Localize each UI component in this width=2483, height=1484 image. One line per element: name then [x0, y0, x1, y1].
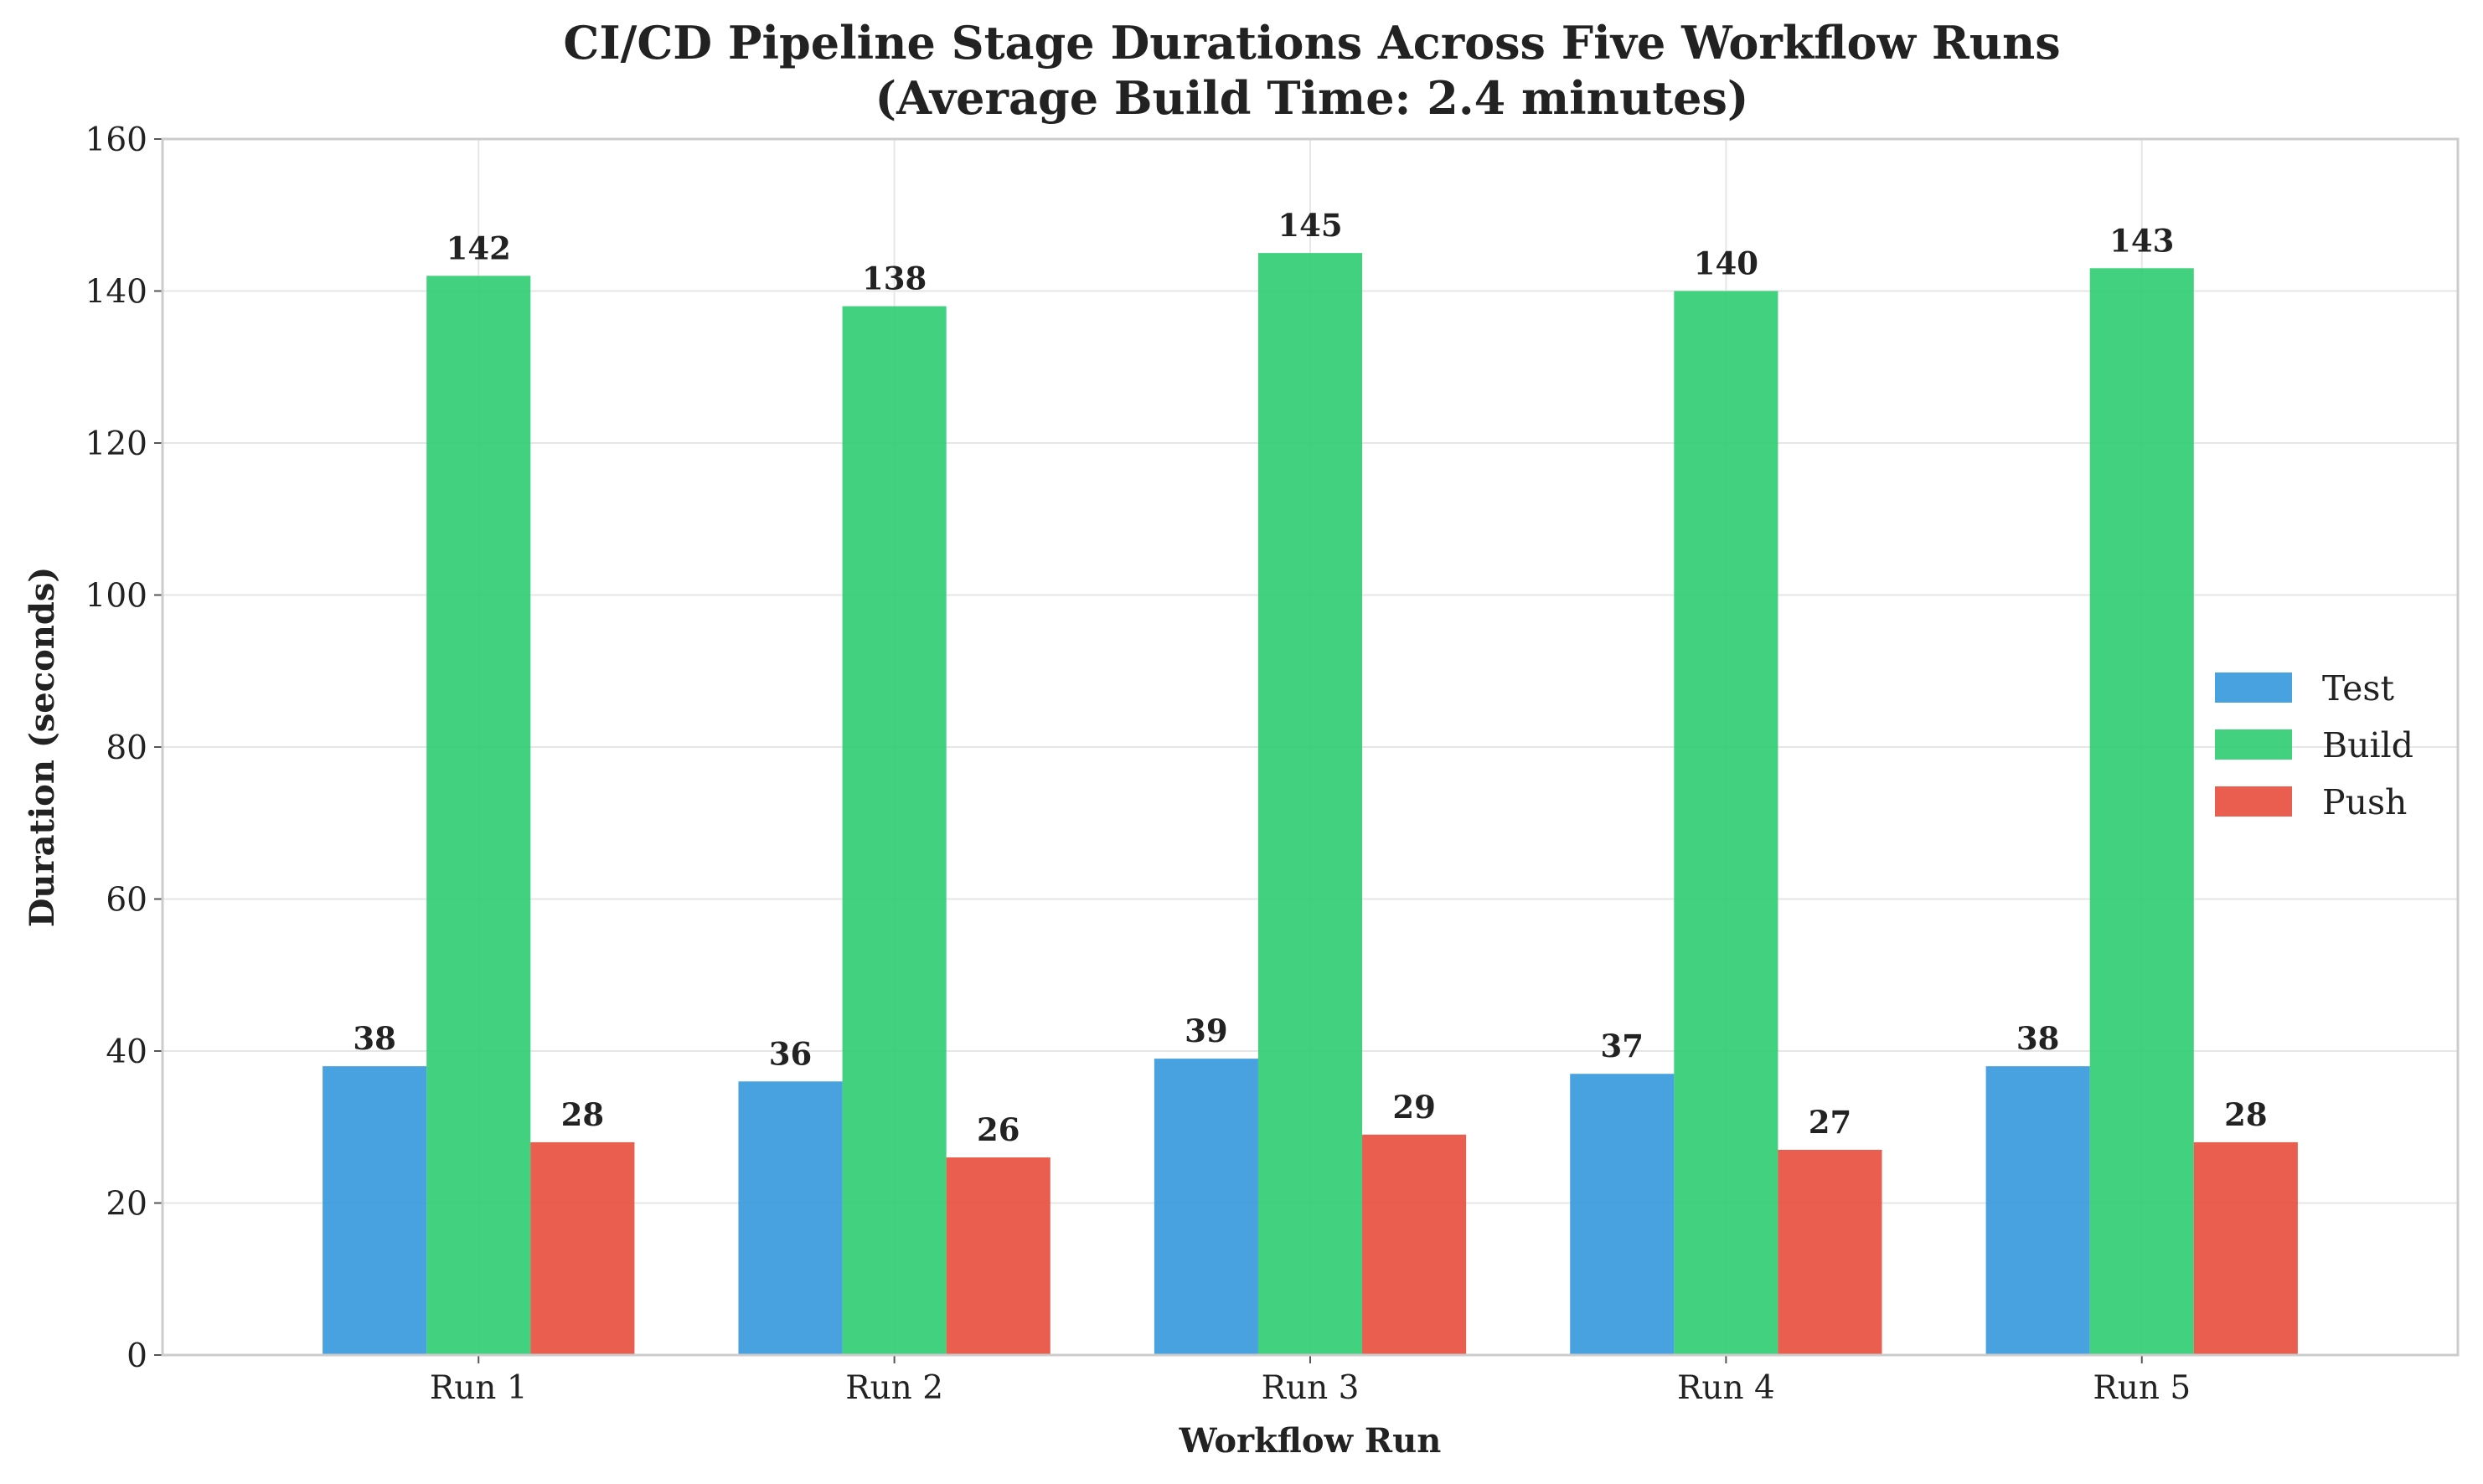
- legend-label-build: Build: [2322, 725, 2413, 765]
- bar-push: [2193, 1141, 2298, 1355]
- bars: [323, 253, 2298, 1356]
- bar-build: [426, 276, 531, 1356]
- y-tick-label: 160: [85, 121, 147, 159]
- bar-push: [1778, 1149, 1882, 1355]
- y-tick-label: 100: [85, 578, 147, 616]
- chart-title: CI/CD Pipeline Stage Durations Across Fi…: [563, 16, 2060, 70]
- bar-value-label: 29: [1392, 1089, 1436, 1126]
- bar-test: [323, 1066, 427, 1355]
- bar-value-label: 143: [2109, 222, 2174, 259]
- legend-swatch-build: [2215, 729, 2292, 760]
- bar-push: [530, 1141, 635, 1355]
- bar-test: [1985, 1066, 2090, 1355]
- bar-push: [946, 1157, 1050, 1355]
- x-tick-label: Run 4: [1677, 1369, 1775, 1407]
- legend-label-test: Test: [2322, 668, 2394, 709]
- y-tick-label: 60: [106, 882, 147, 920]
- bar-build: [842, 306, 947, 1355]
- bar-value-label: 37: [1601, 1028, 1644, 1064]
- bar-test: [738, 1081, 843, 1355]
- bar-build: [1674, 291, 1778, 1355]
- bar-test: [1570, 1074, 1675, 1355]
- bar-value-label: 142: [447, 229, 511, 266]
- bar-value-label: 140: [1694, 245, 1758, 282]
- bar-test: [1154, 1059, 1258, 1355]
- bar-value-label: 38: [353, 1020, 396, 1057]
- legend-swatch-test: [2215, 672, 2292, 703]
- axes: 0 20 40 60 80 100 120 140 160 Run 1 Run 2 Run 3 Run …: [85, 121, 2460, 1407]
- y-tick-label: 80: [106, 729, 147, 767]
- bar-build: [2089, 268, 2194, 1355]
- y-tick-label: 0: [126, 1337, 147, 1375]
- y-tick-label: 20: [106, 1186, 147, 1224]
- y-tick-label: 140: [85, 274, 147, 312]
- bar-value-label: 27: [1809, 1104, 1852, 1141]
- bar-build: [1257, 253, 1363, 1355]
- bar-push: [1362, 1134, 1467, 1355]
- legend-label-push: Push: [2322, 782, 2407, 822]
- bar-value-label: 26: [977, 1111, 1020, 1148]
- x-axis-label: Workflow Run: [1179, 1421, 1442, 1461]
- y-tick-label: 40: [106, 1033, 147, 1071]
- bar-value-label: 28: [2224, 1096, 2268, 1133]
- data-labels: 38 36 39 37 38 142 138 145 140 143 28 26 29 27 28: [353, 207, 2267, 1148]
- bar-value-label: 138: [862, 260, 927, 297]
- legend: Test Build Push: [2215, 668, 2413, 822]
- bar-value-label: 145: [1278, 207, 1342, 244]
- bar-value-label: 39: [1185, 1013, 1228, 1049]
- x-tick-label: Run 5: [2093, 1369, 2191, 1407]
- legend-swatch-push: [2215, 786, 2292, 817]
- y-axis-label: Duration (seconds): [23, 567, 62, 928]
- chart-subtitle: (Average Build Time: 2.4 minutes): [875, 71, 1749, 125]
- x-tick-label: Run 1: [430, 1369, 528, 1407]
- bar-value-label: 28: [561, 1096, 605, 1133]
- plot-frame: [161, 137, 2460, 1357]
- x-tick-label: Run 2: [845, 1369, 943, 1407]
- bar-value-label: 38: [2016, 1020, 2060, 1057]
- bar-value-label: 36: [769, 1035, 813, 1072]
- x-tick-label: Run 3: [1262, 1369, 1360, 1407]
- y-tick-label: 120: [85, 425, 147, 463]
